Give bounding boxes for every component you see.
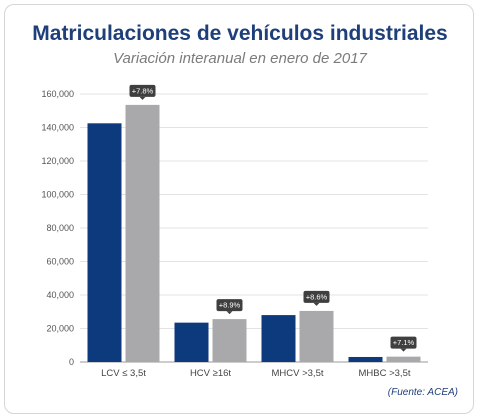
x-category-label: LCV ≤ 3,5t [101, 368, 146, 379]
change-badge-label: +8.6% [306, 292, 328, 301]
bar-series-2-2 [212, 319, 247, 362]
change-badge-label: +7.1% [393, 338, 415, 347]
bar-series-1-2 [174, 322, 209, 362]
change-badge-label: +8.9% [219, 301, 241, 310]
chart-subtitle: Variación interanual en enero de 2017 [113, 50, 367, 67]
change-badge-pointer [400, 348, 407, 352]
bar-series-2-3 [299, 310, 334, 362]
change-badge-pointer [226, 311, 233, 315]
y-tick-label: 140,000 [41, 123, 74, 133]
y-tick-label: 80,000 [46, 223, 74, 233]
change-badge [303, 290, 330, 303]
chart-title: Matriculaciones de vehículos industriale… [32, 22, 448, 45]
change-badge-pointer [313, 302, 320, 306]
change-badge [216, 299, 243, 312]
change-badge-pointer [139, 96, 146, 100]
change-badge [390, 336, 417, 349]
bar-series-1-4 [348, 356, 383, 362]
x-category-label: HCV ≥16t [190, 368, 231, 379]
y-tick-label: 160,000 [41, 89, 74, 99]
y-tick-label: 0 [69, 357, 74, 367]
change-badge [129, 84, 156, 97]
y-tick-label: 40,000 [46, 290, 74, 300]
bar-series-1-3 [261, 315, 296, 362]
bar-series-1-1 [87, 123, 122, 362]
x-category-label: MHCV >3,5t [271, 368, 323, 379]
bar-series-2-1 [125, 104, 160, 362]
change-badge-label: +7.8% [132, 86, 154, 95]
x-category-label: MHBC >3,5t [358, 368, 410, 379]
source-note: (Fuente: ACEA) [387, 387, 458, 398]
bar-series-2-4 [386, 356, 421, 362]
y-tick-label: 120,000 [41, 156, 74, 166]
y-tick-label: 20,000 [46, 324, 74, 334]
y-tick-label: 100,000 [41, 190, 74, 200]
y-tick-label: 60,000 [46, 257, 74, 267]
